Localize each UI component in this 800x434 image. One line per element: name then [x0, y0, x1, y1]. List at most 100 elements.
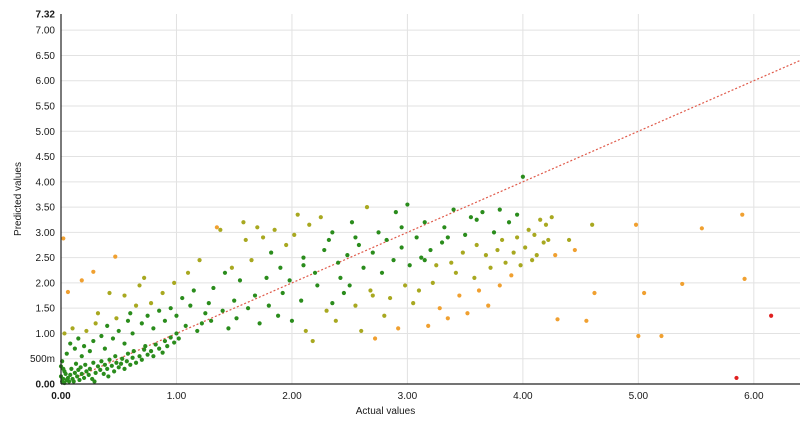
data-point [387, 295, 393, 301]
data-point [272, 227, 277, 232]
data-point [633, 222, 639, 227]
data-point [83, 362, 88, 367]
data-point [530, 258, 535, 263]
data-point [499, 237, 505, 243]
data-point [465, 311, 470, 316]
data-point [162, 338, 168, 344]
data-point [93, 370, 98, 375]
data-point [142, 347, 147, 352]
data-point [128, 311, 133, 316]
data-point [457, 293, 462, 298]
data-point [532, 232, 537, 237]
x-tick-label: 6.00 [744, 391, 764, 402]
data-point [75, 374, 80, 379]
data-point [185, 270, 191, 275]
data-point [445, 316, 450, 321]
data-point [430, 280, 435, 286]
data-point [361, 265, 366, 270]
data-point [151, 326, 156, 331]
data-point [95, 364, 101, 369]
data-point [120, 356, 125, 361]
data-point [553, 253, 558, 258]
data-point [405, 202, 410, 207]
data-point [72, 370, 77, 375]
y-tick-label: 3.50 [36, 203, 56, 214]
data-point [113, 354, 118, 359]
data-point [486, 303, 491, 308]
data-point [206, 301, 211, 306]
data-point [269, 250, 274, 255]
data-point [226, 326, 231, 331]
data-point [333, 318, 338, 323]
data-point [393, 210, 398, 215]
data-point [137, 283, 142, 288]
data-point [162, 318, 168, 323]
data-point [515, 212, 520, 217]
data-point [191, 288, 196, 293]
data-point [497, 207, 502, 212]
data-point [338, 275, 343, 280]
x-axis-title: Actual values [356, 406, 415, 417]
data-point [451, 207, 456, 212]
data-point [78, 365, 83, 370]
data-point [72, 346, 77, 351]
data-point [105, 366, 110, 371]
data-point [437, 306, 442, 311]
data-point [445, 235, 450, 240]
data-point [125, 318, 131, 323]
data-point [145, 313, 150, 318]
data-point [142, 275, 147, 280]
data-point [68, 372, 73, 377]
data-point [592, 290, 597, 296]
data-point [541, 240, 546, 245]
data-points [58, 174, 774, 386]
data-point [264, 275, 269, 280]
data-point [428, 247, 433, 253]
y-tick-label: 6.00 [36, 76, 56, 87]
data-point [92, 379, 97, 384]
data-point [114, 360, 119, 365]
data-point [483, 253, 489, 258]
x-tick-label: 0.00 [51, 391, 71, 402]
data-point [145, 352, 150, 357]
data-point [249, 258, 254, 263]
data-point [642, 290, 647, 296]
data-point [399, 225, 404, 230]
data-point [81, 343, 87, 349]
data-point [79, 354, 84, 359]
data-point [491, 230, 497, 235]
data-point [122, 366, 127, 371]
reference-line [60, 59, 800, 385]
data-point [130, 355, 135, 360]
data-point [105, 323, 110, 328]
data-point [572, 247, 577, 253]
data-point [165, 343, 170, 349]
x-tick-label: 5.00 [629, 391, 649, 402]
data-point [84, 328, 89, 334]
data-point [252, 293, 258, 298]
data-point [234, 316, 239, 321]
data-point [106, 374, 111, 379]
data-point [278, 265, 283, 270]
data-point [349, 220, 355, 225]
data-point [148, 349, 154, 354]
data-point [699, 226, 704, 231]
data-point [73, 361, 79, 366]
data-point [137, 354, 142, 359]
data-point [312, 270, 318, 275]
data-point [509, 273, 514, 278]
data-point [442, 225, 447, 230]
data-point [199, 321, 204, 326]
data-point [128, 362, 133, 367]
data-point [403, 283, 408, 288]
data-point [538, 217, 543, 222]
y-tick-label: 5.00 [36, 127, 56, 138]
y-tick-label: 5.50 [36, 101, 56, 112]
data-point [130, 331, 135, 336]
data-point [86, 372, 91, 377]
y-tick-label: 1.50 [36, 304, 56, 315]
data-point [356, 242, 362, 248]
data-point [65, 375, 71, 381]
data-point [382, 313, 387, 318]
